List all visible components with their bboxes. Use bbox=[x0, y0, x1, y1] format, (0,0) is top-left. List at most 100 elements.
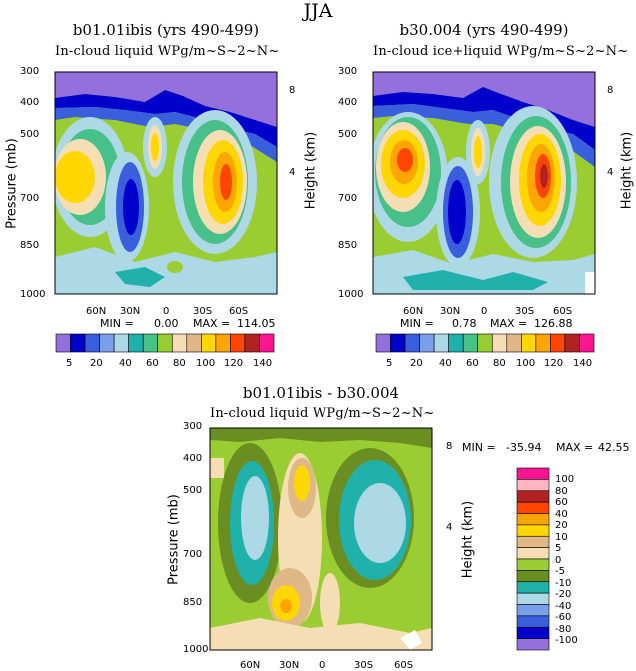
right-right-tick: 8 bbox=[607, 85, 614, 96]
left-xtick: 60S bbox=[229, 306, 249, 317]
right-colorbar-label: 5 bbox=[386, 358, 393, 369]
left-colorbar-label: 80 bbox=[173, 358, 186, 369]
diff-colorbar bbox=[516, 467, 550, 651]
left-ylabel: Pressure (mb) bbox=[4, 138, 20, 229]
right-panel-title: b30.004 (yrs 490-499) bbox=[399, 21, 569, 39]
colorbar-swatch bbox=[516, 558, 550, 571]
colorbar-swatch bbox=[186, 333, 202, 353]
right-xtick: 60N bbox=[403, 306, 424, 317]
diff-ytick: 300 bbox=[183, 421, 203, 432]
colorbar-swatch bbox=[70, 333, 86, 353]
colorbar-swatch bbox=[215, 333, 231, 353]
colorbar-swatch bbox=[462, 333, 479, 353]
right-max-value: 126.88 bbox=[534, 317, 573, 330]
diff-max-label: MAX = bbox=[556, 441, 594, 454]
colorbar-swatch bbox=[84, 333, 100, 353]
right-ytick: 300 bbox=[338, 66, 358, 77]
diff-xtick: 60N bbox=[240, 660, 261, 671]
colorbar-swatch bbox=[419, 333, 435, 353]
left-colorbar-label: 20 bbox=[90, 358, 103, 369]
colorbar-swatch bbox=[201, 333, 217, 353]
diff-colorbar-label: 40 bbox=[555, 509, 568, 520]
diff-ytick: 700 bbox=[183, 549, 203, 560]
left-panel-title: b01.01ibis (yrs 490-499) bbox=[72, 21, 260, 39]
diff-colorbar-label: -5 bbox=[555, 566, 565, 577]
colorbar-swatch bbox=[506, 333, 522, 353]
colorbar-swatch bbox=[516, 513, 550, 526]
right-colorbar-label: 80 bbox=[493, 358, 506, 369]
colorbar-swatch bbox=[433, 333, 449, 353]
diff-min-value: -35.94 bbox=[506, 441, 542, 454]
diff-colorbar-label: -20 bbox=[555, 589, 572, 600]
colorbar-swatch bbox=[259, 333, 275, 353]
diff-colorbar-label: 60 bbox=[555, 497, 568, 508]
diff-ylabel-right: Height (km) bbox=[460, 500, 476, 579]
right-xtick: 0 bbox=[481, 306, 488, 317]
colorbar-swatch bbox=[564, 333, 580, 353]
colorbar-swatch bbox=[516, 501, 550, 514]
right-ytick: 500 bbox=[338, 129, 358, 140]
right-xtick: 30N bbox=[440, 306, 461, 317]
colorbar-swatch bbox=[516, 581, 550, 594]
diff-xtick: 60S bbox=[394, 660, 414, 671]
left-min-value: 0.00 bbox=[154, 317, 179, 330]
left-xtick: 30S bbox=[193, 306, 213, 317]
diff-panel-title: b01.01ibis - b30.004 bbox=[242, 384, 400, 402]
left-ytick: 500 bbox=[20, 129, 40, 140]
left-colorbar bbox=[55, 333, 275, 353]
colorbar-swatch bbox=[516, 570, 550, 583]
left-ylabel-right: Height (km) bbox=[303, 131, 319, 210]
figure-title: JJA bbox=[303, 0, 333, 22]
right-max-label: MAX = bbox=[490, 317, 528, 330]
right-ytick: 1000 bbox=[338, 289, 364, 300]
diff-ytick: 500 bbox=[183, 485, 203, 496]
right-colorbar-label: 20 bbox=[410, 358, 423, 369]
left-colorbar-label: 60 bbox=[146, 358, 159, 369]
colorbar-swatch bbox=[516, 524, 550, 537]
diff-colorbar-label: -40 bbox=[555, 601, 572, 612]
diff-xtick: 30N bbox=[279, 660, 300, 671]
colorbar-swatch bbox=[550, 333, 566, 353]
left-ytick: 850 bbox=[20, 240, 40, 251]
left-ytick: 1000 bbox=[20, 289, 46, 300]
left-xtick: 0 bbox=[163, 306, 170, 317]
diff-colorbar-label: 20 bbox=[555, 520, 568, 531]
right-ytick: 400 bbox=[338, 97, 358, 108]
left-ytick: 300 bbox=[20, 66, 40, 77]
left-ytick: 400 bbox=[20, 97, 40, 108]
diff-xtick: 30S bbox=[354, 660, 374, 671]
colorbar-swatch bbox=[516, 604, 550, 617]
diff-right-tick: 4 bbox=[446, 522, 453, 533]
diff-min-label: MIN = bbox=[462, 441, 496, 454]
left-max-value: 114.05 bbox=[237, 317, 276, 330]
colorbar-swatch bbox=[390, 333, 406, 353]
diff-ytick: 400 bbox=[183, 453, 203, 464]
right-xtick: 30S bbox=[515, 306, 535, 317]
colorbar-swatch bbox=[516, 535, 550, 548]
diff-max-value: 42.55 bbox=[598, 441, 630, 454]
diff-colorbar-label: 80 bbox=[555, 486, 568, 497]
colorbar-swatch bbox=[99, 333, 115, 353]
left-xtick: 30N bbox=[120, 306, 141, 317]
diff-xtick: 0 bbox=[319, 660, 326, 671]
colorbar-swatch bbox=[516, 615, 550, 628]
left-colorbar-label: 140 bbox=[253, 358, 273, 369]
diff-ylabel: Pressure (mb) bbox=[166, 494, 182, 585]
diff-colorbar-label: -80 bbox=[555, 624, 572, 635]
colorbar-swatch bbox=[55, 333, 71, 353]
right-ylabel-right: Height (km) bbox=[619, 131, 635, 210]
colorbar-swatch bbox=[535, 333, 551, 353]
right-colorbar-label: 60 bbox=[466, 358, 479, 369]
left-xtick: 60N bbox=[86, 306, 107, 317]
diff-right-tick: 8 bbox=[446, 441, 453, 452]
left-max-label: MAX = bbox=[193, 317, 231, 330]
colorbar-swatch bbox=[516, 467, 550, 480]
right-colorbar-label: 40 bbox=[439, 358, 452, 369]
right-ytick: 850 bbox=[338, 240, 358, 251]
left-colorbar-label: 100 bbox=[196, 358, 216, 369]
left-ytick: 700 bbox=[20, 193, 40, 204]
diff-panel-subtitle: In-cloud liquid WPg/m~S~2~N~ bbox=[210, 406, 435, 421]
colorbar-swatch bbox=[244, 333, 260, 353]
colorbar-swatch bbox=[516, 626, 550, 639]
right-heatmap bbox=[372, 71, 596, 295]
